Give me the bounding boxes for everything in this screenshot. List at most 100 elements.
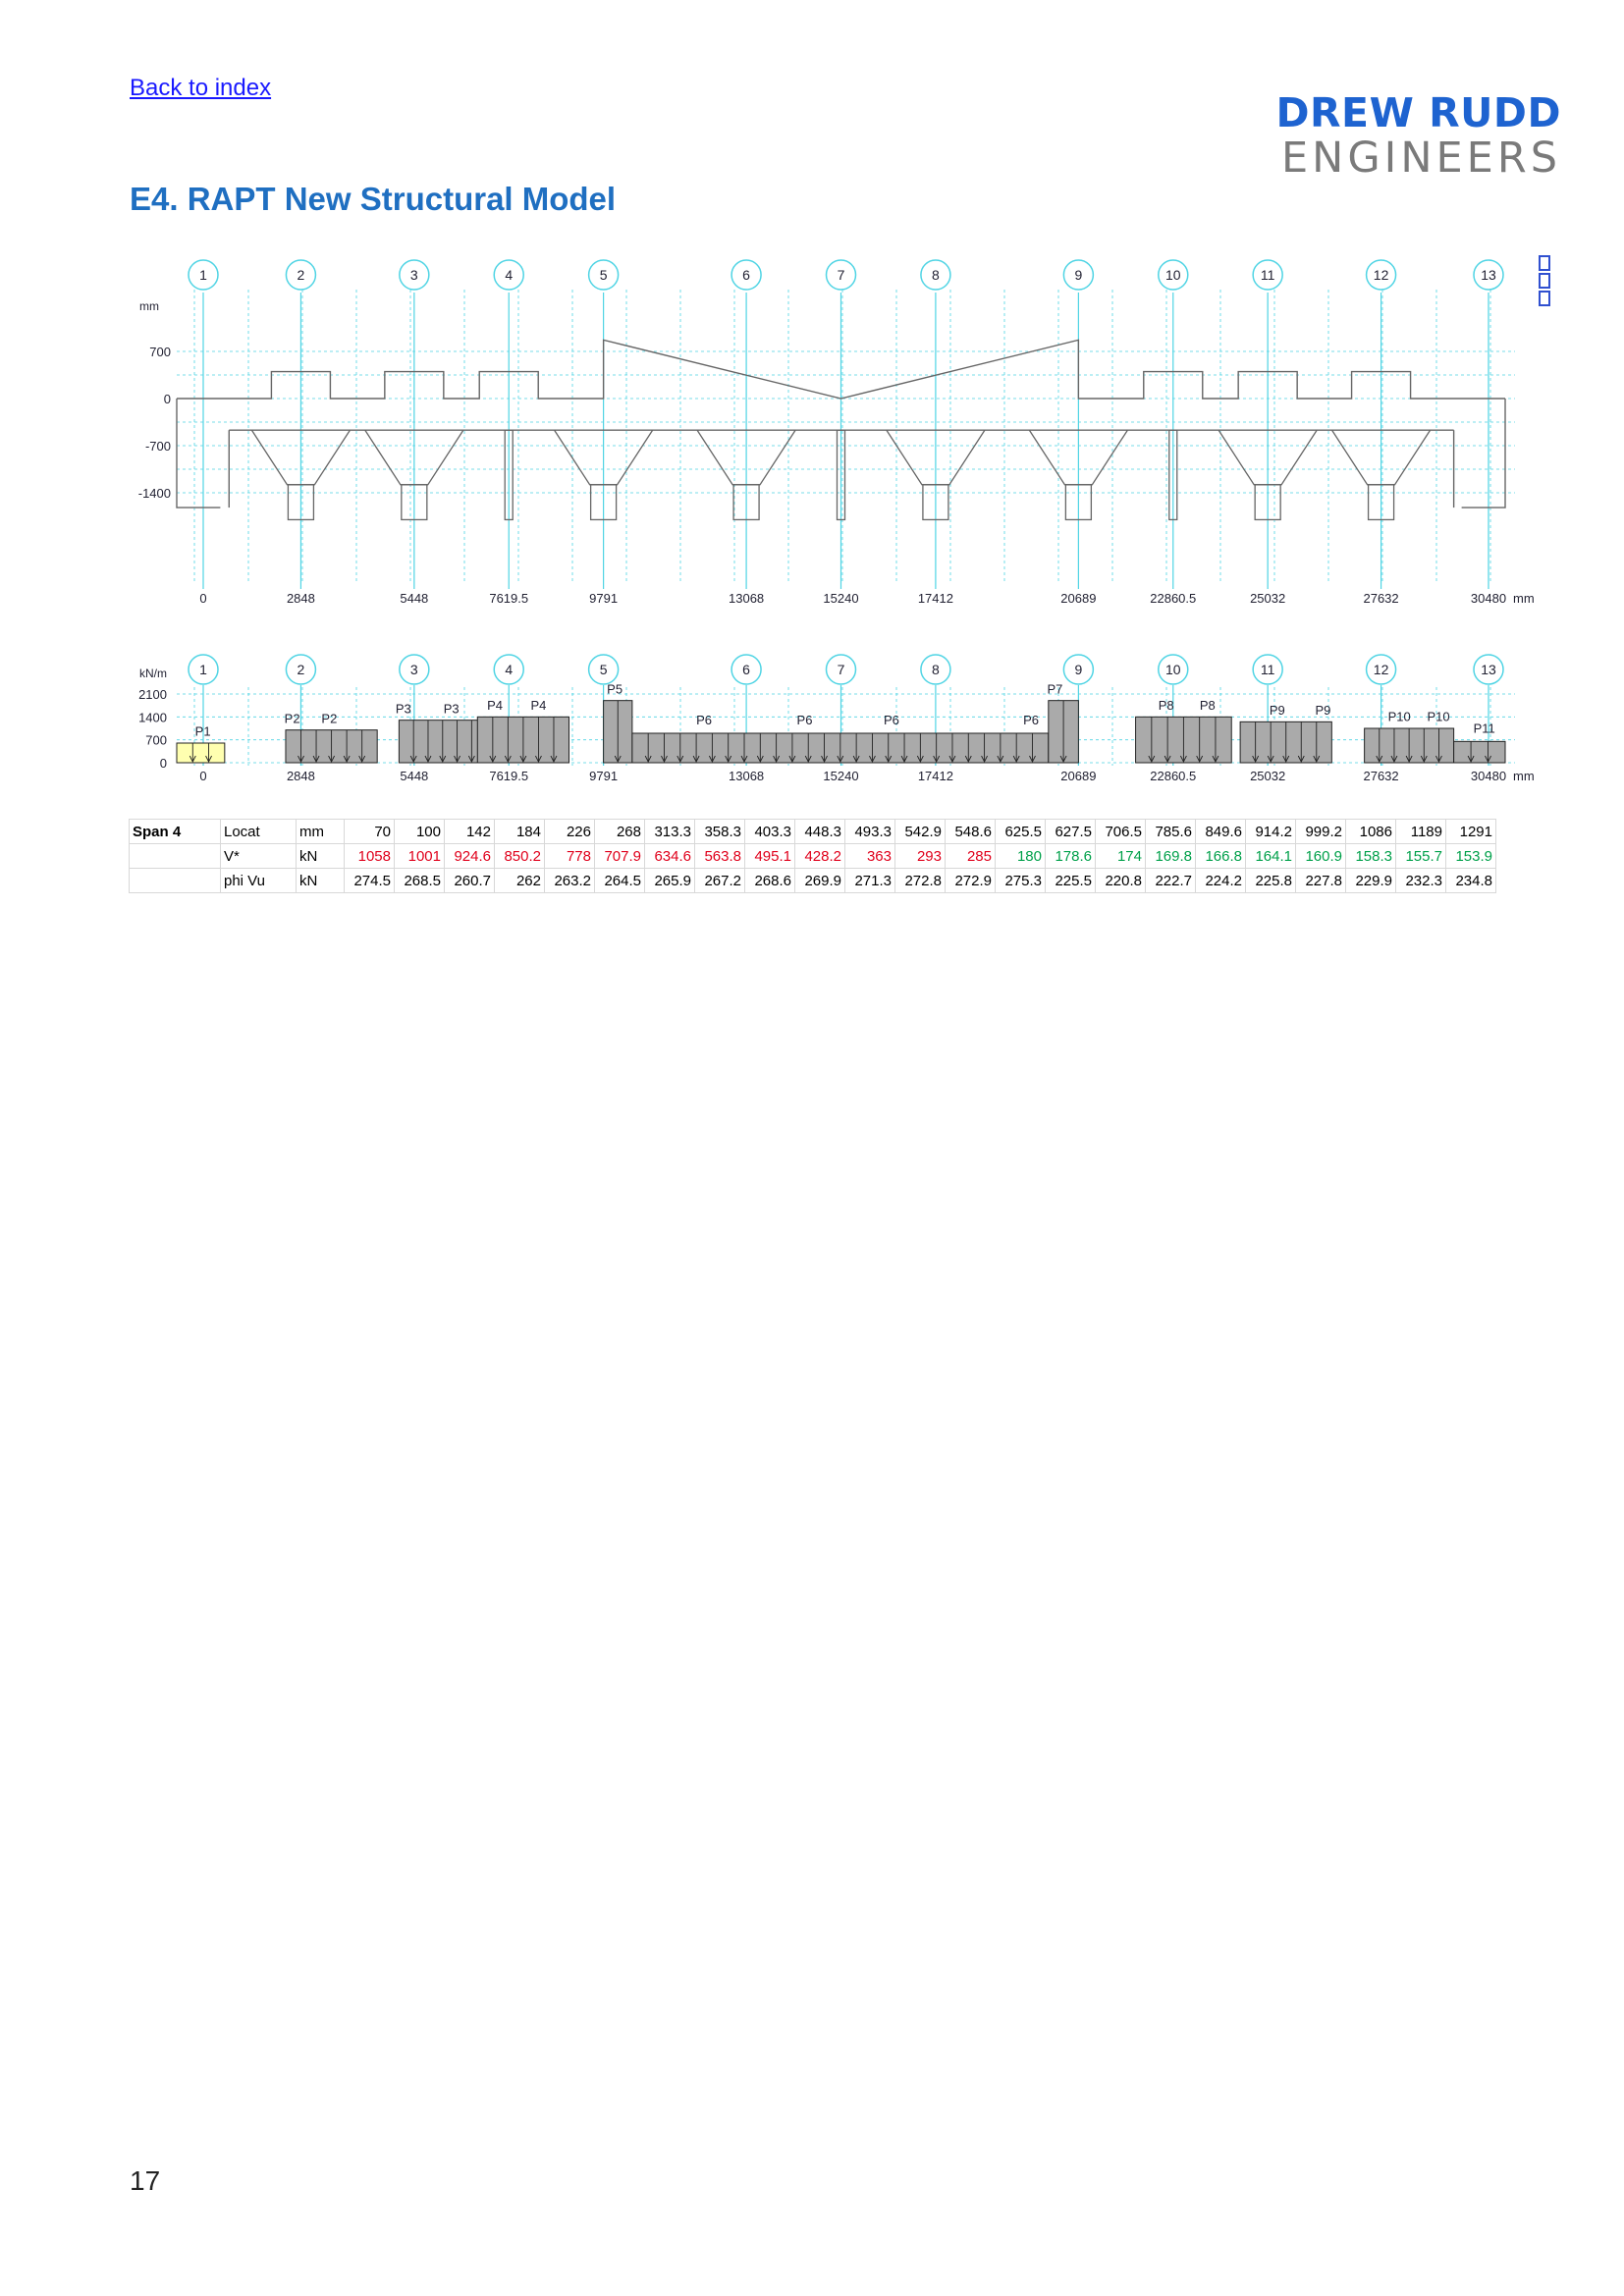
unit-cell: mm	[296, 819, 345, 844]
gridline-bubble	[1252, 259, 1283, 291]
gridline-bubble	[731, 259, 762, 291]
x-tick-label: 25032	[1250, 591, 1285, 606]
value-cell: 495.1	[744, 843, 795, 869]
x-unit-label: mm	[1513, 769, 1535, 783]
x-tick-label: 27632	[1363, 769, 1398, 783]
row-label-cell: V*	[220, 843, 297, 869]
value-cell: 542.9	[894, 819, 946, 844]
gridline-label: 12	[1374, 267, 1389, 283]
load-arrowhead	[312, 755, 320, 764]
x-tick-label: 22860.5	[1150, 769, 1196, 783]
value-cell: 778	[544, 843, 595, 869]
value-cell: 222.7	[1145, 868, 1196, 893]
value-cell: 358.3	[694, 819, 745, 844]
x-tick-label: 27632	[1363, 591, 1398, 606]
legend-mark	[1539, 291, 1550, 306]
value-cell: 1058	[344, 843, 395, 869]
span-label-cell	[129, 868, 221, 893]
x-tick-label: 22860.5	[1150, 591, 1196, 606]
load-label: P10	[1428, 710, 1450, 724]
load-arrowhead	[1179, 755, 1187, 764]
load-arrowhead	[454, 755, 460, 764]
gridline-label: 3	[410, 662, 418, 677]
value-cell: 225.5	[1045, 868, 1096, 893]
value-cell: 707.9	[594, 843, 645, 869]
row-label-cell: phi Vu	[220, 868, 297, 893]
value-cell: 142	[444, 819, 495, 844]
value-cell: 153.9	[1445, 843, 1496, 869]
x-tick-label: 20689	[1060, 591, 1096, 606]
load-arrowhead	[1297, 755, 1305, 764]
legend-mark	[1539, 255, 1550, 271]
column	[287, 484, 315, 521]
load-label: P7	[1048, 681, 1063, 696]
load-label: P2	[285, 711, 300, 725]
load-arrowhead	[916, 755, 924, 764]
value-cell: 914.2	[1245, 819, 1296, 844]
value-cell: 548.6	[945, 819, 996, 844]
gridline-bubble	[731, 654, 762, 685]
y-unit-label: mm	[139, 299, 159, 313]
x-tick-label: 13068	[729, 769, 764, 783]
value-cell: 155.7	[1395, 843, 1446, 869]
load-arrowhead	[837, 755, 844, 764]
table-row: Span 4 Locat mm 70 100 142 184 226 268 313.3 358.3…	[129, 819, 1496, 844]
value-cell: 1291	[1445, 819, 1496, 844]
load-arrowhead	[1196, 755, 1204, 764]
x-tick-label: 0	[199, 769, 206, 783]
gridline-label: 8	[932, 662, 940, 677]
load-arrowhead	[1012, 755, 1020, 764]
wall-column	[836, 429, 846, 521]
unit-cell: kN	[296, 868, 345, 893]
x-tick-label: 0	[199, 591, 206, 606]
value-cell: 224.2	[1195, 868, 1246, 893]
gridline-bubble	[1473, 654, 1504, 685]
load-arrowhead	[189, 755, 196, 764]
value-cell: 627.5	[1045, 819, 1096, 844]
load-arrowhead	[1282, 755, 1290, 764]
gridline-bubble	[587, 654, 620, 685]
load-label: P2	[321, 711, 337, 725]
value-cell: 180	[995, 843, 1046, 869]
gridline-label: 2	[298, 267, 305, 283]
gridline-label: 10	[1165, 662, 1181, 677]
load-label: P6	[696, 713, 712, 727]
gridline-bubble	[1158, 259, 1189, 291]
value-cell: 70	[344, 819, 395, 844]
y-tick-label: 0	[164, 392, 171, 406]
value-cell: 493.3	[844, 819, 895, 844]
load-arrowhead	[1252, 755, 1260, 764]
load-arrowhead	[298, 755, 304, 764]
gridline-bubble	[285, 259, 317, 291]
load-label: P3	[444, 701, 460, 716]
load-arrowhead	[504, 755, 512, 764]
x-tick-label: 20689	[1060, 769, 1096, 783]
x-tick-label: 2848	[287, 591, 315, 606]
column	[732, 484, 760, 521]
value-cell: 178.6	[1045, 843, 1096, 869]
load-arrowhead	[708, 755, 716, 764]
x-unit-label: mm	[1513, 591, 1535, 606]
load-arrowhead	[1485, 755, 1491, 764]
load-arrowhead	[997, 755, 1004, 764]
gridline-label: 12	[1374, 662, 1389, 677]
back-to-index-link[interactable]: Back to index	[130, 75, 272, 101]
gridline-bubble	[399, 259, 430, 291]
gridline-label: 11	[1261, 662, 1275, 677]
x-tick-label: 30480	[1471, 769, 1506, 783]
load-arrowhead	[692, 755, 700, 764]
x-tick-label: 9791	[589, 769, 618, 783]
gridline-label: 5	[600, 267, 608, 283]
right-end-wall	[1461, 399, 1506, 508]
load-arrowhead	[535, 755, 542, 764]
value-cell: 100	[394, 819, 445, 844]
load-arrowhead	[900, 755, 908, 764]
left-end-wall	[176, 399, 221, 508]
gridline-bubble	[399, 654, 430, 685]
column	[1064, 484, 1093, 521]
load-label: P3	[396, 701, 411, 716]
gridline-bubble	[493, 259, 524, 291]
value-cell: 563.8	[694, 843, 745, 869]
load-arrowhead	[328, 755, 335, 764]
gridline-bubble	[920, 654, 951, 685]
